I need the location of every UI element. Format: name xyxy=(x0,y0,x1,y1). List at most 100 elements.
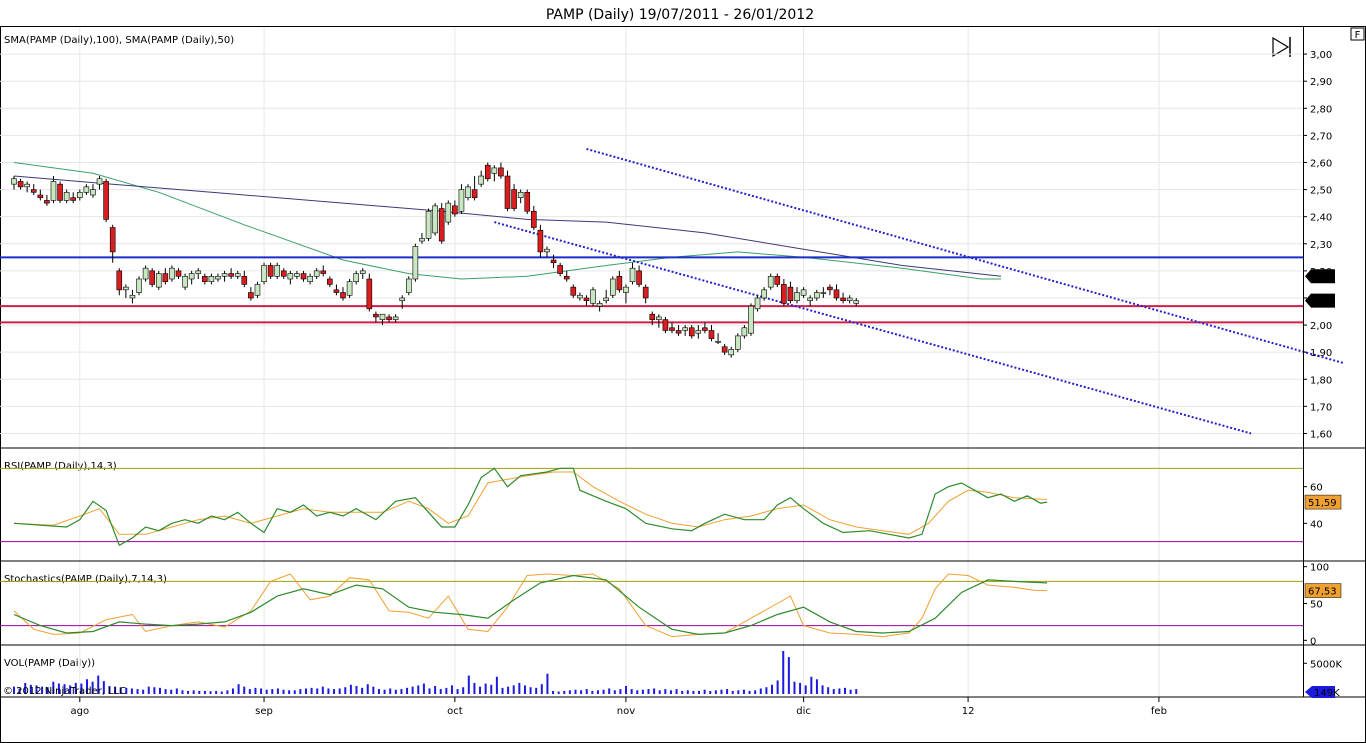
volume-bar xyxy=(686,690,689,694)
x-tick-label: oct xyxy=(447,706,463,717)
volume-bar xyxy=(490,684,493,694)
volume-bar xyxy=(361,687,364,694)
volume-bar xyxy=(574,689,577,694)
rsi-value-badge xyxy=(1304,494,1342,510)
volume-bar xyxy=(310,687,313,694)
candle-body xyxy=(452,205,458,215)
candle-body xyxy=(682,327,688,331)
y-tick-label: 2,30 xyxy=(1310,240,1332,251)
grid-layer xyxy=(0,27,1303,697)
candle-body xyxy=(313,270,320,277)
rsi-line xyxy=(13,467,1048,547)
candle-body xyxy=(261,265,267,283)
candle-body xyxy=(577,294,583,299)
volume-bar xyxy=(147,686,150,694)
corner-badge[interactable]: F xyxy=(1355,30,1361,41)
volume-bar xyxy=(535,687,538,694)
candle-body xyxy=(392,316,399,320)
chart-title: PAMP (Daily) 19/07/2011 - 26/01/2012 xyxy=(546,7,814,23)
volume-bar xyxy=(91,681,94,694)
volume-bar xyxy=(203,690,206,694)
stoch-k-line xyxy=(13,573,1048,638)
volume-bar xyxy=(737,690,740,694)
volume-bar xyxy=(608,688,611,694)
volume-bar xyxy=(400,689,403,694)
volume-bar xyxy=(439,689,442,694)
volume-bar xyxy=(338,688,341,694)
candle-body xyxy=(550,259,557,264)
candle-body xyxy=(83,186,90,193)
candle-body xyxy=(208,275,215,283)
y-tick-label: 1,90 xyxy=(1310,348,1332,359)
candle-body xyxy=(853,300,860,304)
volume-bar xyxy=(703,689,706,694)
volume-bar xyxy=(136,689,139,694)
candle-body xyxy=(537,229,544,253)
candle-body xyxy=(774,275,781,285)
rsi-panel xyxy=(0,467,1303,547)
volume-bar xyxy=(209,691,212,694)
volume-bar xyxy=(226,690,229,694)
volume-bar xyxy=(731,690,734,694)
volume-bar xyxy=(585,689,588,694)
volume-bar xyxy=(175,688,178,694)
volume-bar xyxy=(501,687,504,694)
candle-body xyxy=(24,183,30,188)
volume-bar xyxy=(383,689,386,694)
candle-body xyxy=(359,270,366,274)
volume-bar xyxy=(568,690,571,694)
y-tick-label: 100 xyxy=(1310,563,1329,574)
volume-bar xyxy=(74,682,77,694)
volume-bar xyxy=(63,684,66,694)
volume-bar xyxy=(333,689,336,694)
candle-body xyxy=(649,313,656,320)
corner-badge-box[interactable] xyxy=(1350,27,1365,41)
volume-bar xyxy=(349,684,352,694)
volume-bar xyxy=(462,687,465,694)
candle-body xyxy=(715,341,721,343)
volume-bar xyxy=(422,683,425,694)
volume-bar xyxy=(664,689,667,694)
price-badge-label: 2,18 xyxy=(1313,272,1335,283)
candle-body xyxy=(471,189,478,199)
candle-body xyxy=(129,294,136,299)
volume-bar xyxy=(428,688,431,694)
candle-body xyxy=(109,227,116,253)
candle-body xyxy=(17,181,24,188)
copyright-label: © 2012 NinjaTrader, LLC xyxy=(3,686,126,697)
candle-body xyxy=(215,275,221,280)
candle-body xyxy=(498,167,504,177)
volume-bar xyxy=(698,690,701,694)
candle-body xyxy=(603,297,610,301)
volume-bar xyxy=(467,675,470,694)
volume-bar xyxy=(164,689,167,694)
volume-bar xyxy=(288,690,291,694)
candle-body xyxy=(300,273,307,280)
candle-body xyxy=(30,189,37,193)
candle-body xyxy=(307,275,313,283)
candle-body xyxy=(491,167,498,174)
candle-body xyxy=(162,273,169,283)
volume-bar xyxy=(636,690,639,694)
volume-bar xyxy=(849,689,852,694)
volume-bar xyxy=(282,689,285,694)
candle-body xyxy=(228,273,234,277)
candle-body xyxy=(287,273,294,280)
volume-bar xyxy=(855,689,858,694)
candle-body xyxy=(702,327,708,331)
candle-body xyxy=(96,178,103,185)
stoch-d-line xyxy=(13,574,1048,636)
sma100-line xyxy=(13,175,1002,277)
x-tick-label: 12 xyxy=(962,706,975,717)
candle-body xyxy=(188,273,195,280)
x-tick-label: dic xyxy=(796,706,811,717)
volume-bar xyxy=(782,651,785,694)
volume-bar xyxy=(304,688,307,694)
y-tick-label: 5000K xyxy=(1310,659,1342,670)
volume-bar xyxy=(540,684,543,694)
candle-body xyxy=(248,292,254,299)
volume-bar xyxy=(613,690,616,694)
volume-bar xyxy=(114,686,117,694)
volume-bar xyxy=(52,681,55,694)
volume-bar xyxy=(844,687,847,694)
